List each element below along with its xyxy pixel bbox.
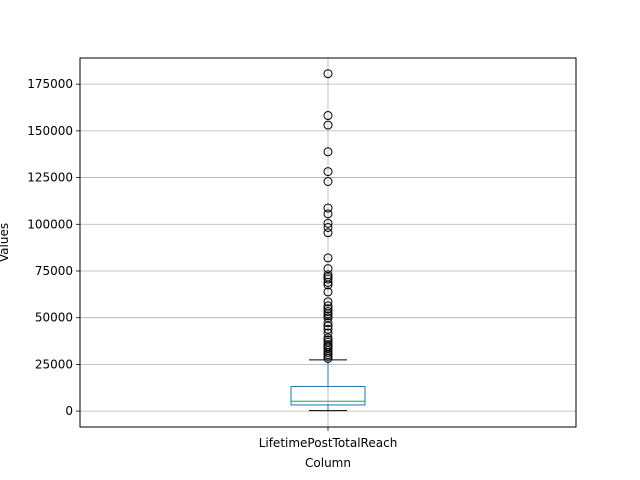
outlier-point — [323, 69, 333, 79]
outlier-point — [323, 318, 333, 328]
outlier-point — [323, 274, 333, 284]
outlier-point — [323, 287, 333, 297]
x-axis-ticks: LifetimePostTotalReach — [259, 427, 398, 450]
y-tick-label: 25000 — [35, 357, 73, 371]
y-axis-label: Values — [0, 223, 11, 262]
outlier-point — [323, 176, 333, 186]
y-tick-label: 100000 — [27, 217, 73, 231]
y-axis-ticks: 0 25000 50000 75000 100000 125000 150000 175000 — [27, 77, 80, 418]
outlier-point — [323, 253, 333, 263]
y-tick-label: 175000 — [27, 77, 73, 91]
outlier-point — [323, 277, 333, 287]
iqr-box — [290, 385, 366, 406]
outlier-point — [323, 222, 333, 232]
outlier-point — [323, 353, 333, 363]
y-tick-label: 150000 — [27, 124, 73, 138]
y-tick-label: 50000 — [35, 311, 73, 325]
y-tick-label: 0 — [65, 404, 73, 418]
outlier-point — [323, 280, 333, 290]
outlier-point — [323, 120, 333, 130]
outlier-point — [323, 218, 333, 228]
outlier-layer — [323, 69, 333, 363]
outlier-point — [323, 328, 333, 338]
x-tick-label: LifetimePostTotalReach — [259, 436, 398, 450]
outlier-point — [323, 209, 333, 219]
outlier-point — [323, 307, 333, 317]
x-axis-label: Column — [305, 456, 351, 470]
outlier-point — [323, 147, 333, 157]
outlier-point — [323, 111, 333, 121]
outlier-point — [323, 321, 333, 331]
outlier-point — [323, 304, 333, 314]
outlier-point — [323, 297, 333, 307]
y-tick-label: 75000 — [35, 264, 73, 278]
outlier-point — [323, 324, 333, 334]
outlier-point — [323, 167, 333, 177]
y-tick-label: 125000 — [27, 171, 73, 185]
outlier-point — [323, 203, 333, 213]
outlier-point — [323, 228, 333, 238]
